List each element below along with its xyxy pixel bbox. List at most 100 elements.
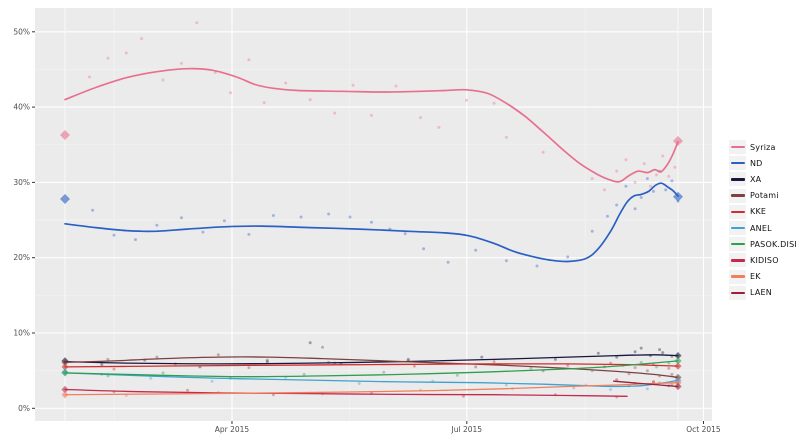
poll-point <box>419 116 422 120</box>
poll-point <box>652 380 655 384</box>
y-axis-label: 0% <box>18 404 30 413</box>
poll-point <box>492 101 496 105</box>
election-marker-sep-syriza <box>673 135 683 146</box>
poll-point <box>655 365 658 369</box>
poll-point <box>180 61 183 65</box>
legend-key-ek <box>729 269 746 284</box>
legend-key-syriza <box>729 140 746 155</box>
poll-point <box>201 230 205 234</box>
poll-point <box>106 357 110 361</box>
x-axis-label: Apr 2015 <box>215 425 250 434</box>
series-line-pasok-disi <box>64 360 679 378</box>
legend-swatch-icon <box>730 145 745 149</box>
series-line-nd <box>64 182 679 263</box>
x-axis-label: Jul 2015 <box>451 425 483 434</box>
poll-point <box>284 81 288 85</box>
poll-point <box>661 154 665 158</box>
legend-item-xa: XA <box>729 171 800 187</box>
poll-point <box>606 214 609 218</box>
legend-swatch-icon <box>730 275 745 278</box>
poll-point <box>661 351 665 355</box>
series-line-syriza <box>64 67 679 183</box>
legend-key-kke <box>729 204 746 219</box>
poll-point <box>615 378 619 382</box>
y-axis-label: 10% <box>13 329 30 338</box>
election-marker-sep-pasok-disi <box>674 357 682 365</box>
y-axis-label: 20% <box>13 253 30 262</box>
poll-point <box>633 180 637 184</box>
legend-key-laen <box>729 285 746 300</box>
legend-swatch-icon <box>730 291 745 294</box>
legend-key-kidiso <box>729 253 746 268</box>
legend-item-anel: ANEL <box>729 220 800 236</box>
series-line-anel <box>64 372 679 388</box>
legend-item-pasok-disi: PASOK.DISI <box>729 236 800 252</box>
poll-point <box>652 189 655 193</box>
poll-point <box>455 373 459 377</box>
poll-point <box>639 346 643 350</box>
poll-point <box>504 135 508 139</box>
poll-point <box>639 360 643 364</box>
poll-point <box>155 355 159 359</box>
poll-point <box>106 56 110 60</box>
poll-point <box>112 233 116 237</box>
poll-point <box>437 125 441 129</box>
poll-point <box>572 386 576 390</box>
series-line-xa <box>64 354 679 365</box>
legend-swatch-icon <box>730 243 745 246</box>
poll-point <box>667 174 671 178</box>
legend-swatch-icon <box>730 178 745 181</box>
poll-point <box>492 360 496 364</box>
legend-key-nd <box>729 156 746 171</box>
poll-point <box>633 207 637 211</box>
poll-point <box>673 165 677 169</box>
poll-point <box>351 83 355 87</box>
series-line-laen <box>612 380 679 388</box>
election-marker-sep-laen <box>674 382 682 391</box>
poll-point <box>658 348 662 352</box>
legend-item-ek: EK <box>729 269 800 285</box>
poll-point <box>308 98 312 102</box>
plot-panel <box>35 8 712 421</box>
poll-point <box>465 98 468 102</box>
poll-point <box>134 238 137 242</box>
poll-point <box>624 184 628 188</box>
poll-point <box>553 357 557 361</box>
election-marker-sep-kke <box>674 362 682 370</box>
poll-point <box>229 91 232 95</box>
legend-label: XA <box>750 174 762 184</box>
legend-label: Potami <box>750 191 779 201</box>
series-line-kidiso <box>64 388 628 397</box>
poll-point <box>247 366 251 370</box>
poll-point <box>667 366 671 370</box>
legend-key-anel <box>729 221 746 236</box>
poll-point <box>461 394 465 398</box>
election-marker-sep-ek <box>674 379 682 387</box>
poll-point <box>124 51 128 55</box>
legend-label: KKE <box>750 207 767 217</box>
poll-point <box>161 78 165 82</box>
poll-point <box>474 248 478 252</box>
poll-point <box>590 177 594 181</box>
legend-key-potami <box>729 188 746 203</box>
poll-point <box>271 214 275 217</box>
poll-point <box>642 162 646 166</box>
poll-point <box>406 357 410 361</box>
poll-point <box>624 158 628 162</box>
poll-point <box>615 355 619 359</box>
election-marker-jan-pasok-disi <box>61 369 69 377</box>
legend-key-pasok-disi <box>729 237 746 252</box>
election-marker-jan-nd <box>60 193 70 204</box>
poll-point <box>566 255 570 259</box>
legend-label: KIDISO <box>750 255 779 265</box>
poll-point <box>195 21 199 25</box>
election-marker-jan-kke <box>61 363 69 371</box>
series-points-syriza <box>88 21 677 192</box>
legend-swatch-icon <box>730 210 745 214</box>
series-line-potami <box>64 356 679 379</box>
election-marker-jan-syriza <box>60 129 70 140</box>
poll-point <box>370 113 373 117</box>
poll-point <box>596 351 600 355</box>
poll-point <box>247 232 251 236</box>
